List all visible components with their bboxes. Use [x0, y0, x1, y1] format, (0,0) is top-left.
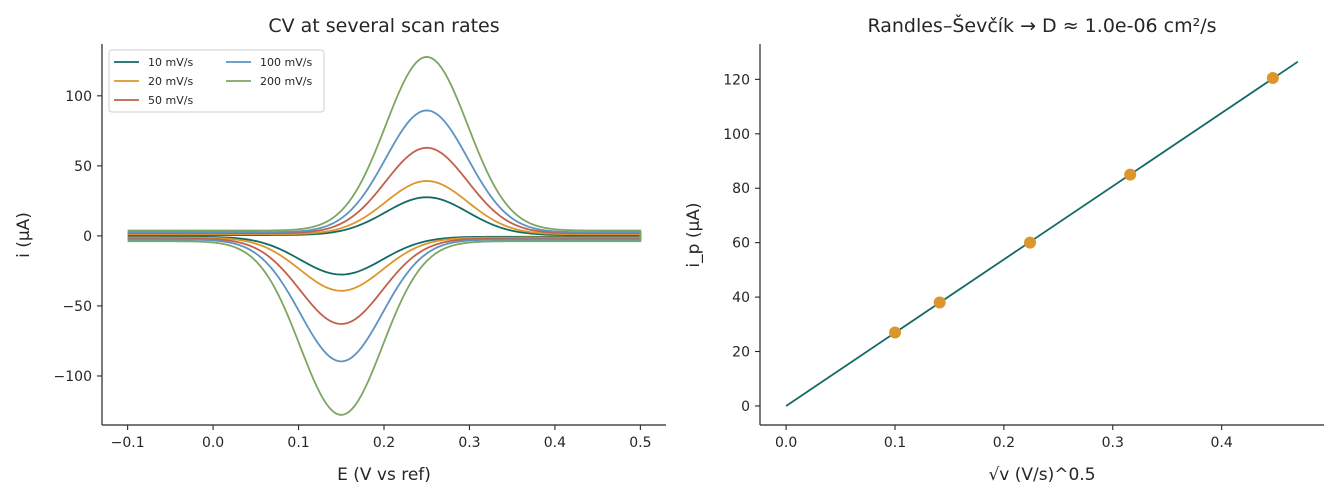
- rs-x-axis-label: √v (V/s)^0.5: [988, 465, 1095, 485]
- rs-data-point: [1266, 72, 1279, 85]
- randles-sevcik-chart: Randles–Ševčík → D ≈ 1.0e-06 cm²/s 0.0 0.…: [684, 13, 1324, 485]
- cv-y-tick-label: 100: [65, 89, 92, 105]
- rs-y-tick-label: 60: [732, 236, 750, 252]
- rs-data-point: [1024, 236, 1037, 249]
- rs-x-tick-label: 0.1: [884, 435, 906, 451]
- cv-series-line: [127, 56, 642, 416]
- cv-legend-label: 20 mV/s: [148, 75, 193, 88]
- rs-x-tick-label: 0.2: [993, 435, 1015, 451]
- cv-y-axis-label: i (µA): [14, 212, 34, 258]
- rs-data-point: [933, 296, 946, 309]
- rs-y-tick-label: 100: [723, 127, 750, 143]
- rs-y-tick-label: 40: [732, 290, 750, 306]
- rs-x-tick-label: 0.3: [1102, 435, 1124, 451]
- cv-chart-title: CV at several scan rates: [268, 15, 499, 37]
- cv-legend: 10 mV/s 20 mV/s 50 mV/s 100 mV/s 200 mV/s: [108, 49, 325, 113]
- cv-x-ticks: −0.1 0.0 0.1 0.2 0.3 0.4 0.5: [111, 425, 651, 451]
- rs-y-tick-label: 80: [732, 181, 750, 197]
- rs-y-ticks: 0 20 40 60 80 100 120: [723, 72, 760, 415]
- cv-x-tick-label: 0.3: [458, 435, 480, 451]
- cv-x-axis-label: E (V vs ref): [337, 465, 431, 485]
- rs-fit-line: [785, 60, 1299, 407]
- rs-y-tick-label: 0: [741, 399, 750, 415]
- cv-x-tick-label: −0.1: [111, 435, 145, 451]
- rs-y-tick-label: 120: [723, 72, 750, 88]
- cv-x-tick-label: 0.1: [287, 435, 309, 451]
- cv-legend-label: 10 mV/s: [148, 56, 193, 69]
- cv-chart: CV at several scan rates −0.1 0.0 0.1 0.2 0.…: [14, 15, 666, 485]
- cv-y-tick-label: 50: [74, 159, 92, 175]
- rs-x-tick-label: 0.4: [1211, 435, 1233, 451]
- rs-data-point: [1124, 168, 1137, 181]
- cv-x-tick-label: 0.4: [544, 435, 566, 451]
- cv-x-tick-label: 0.5: [629, 435, 651, 451]
- cv-y-tick-label: 0: [83, 229, 92, 245]
- cv-legend-box: [108, 49, 325, 113]
- rs-marks-group: [785, 60, 1299, 407]
- cv-x-tick-label: 0.2: [373, 435, 395, 451]
- cv-legend-label: 50 mV/s: [148, 94, 193, 107]
- rs-y-axis-label: i_p (µA): [684, 202, 704, 267]
- cv-legend-label: 100 mV/s: [260, 56, 312, 69]
- rs-chart-title: Randles–Ševčík → D ≈ 1.0e-06 cm²/s: [867, 13, 1216, 37]
- rs-x-ticks: 0.0 0.1 0.2 0.3 0.4: [775, 425, 1233, 451]
- cv-y-ticks: −100 −50 0 50 100: [54, 89, 102, 385]
- cv-y-tick-label: −50: [62, 299, 92, 315]
- cv-x-tick-label: 0.0: [202, 435, 224, 451]
- cv-series-group: [127, 56, 642, 416]
- rs-y-tick-label: 20: [732, 345, 750, 361]
- cv-series-line: [127, 196, 642, 276]
- cv-legend-label: 200 mV/s: [260, 75, 312, 88]
- cv-y-tick-label: −100: [54, 369, 92, 385]
- rs-data-point: [889, 326, 902, 339]
- rs-x-tick-label: 0.0: [775, 435, 797, 451]
